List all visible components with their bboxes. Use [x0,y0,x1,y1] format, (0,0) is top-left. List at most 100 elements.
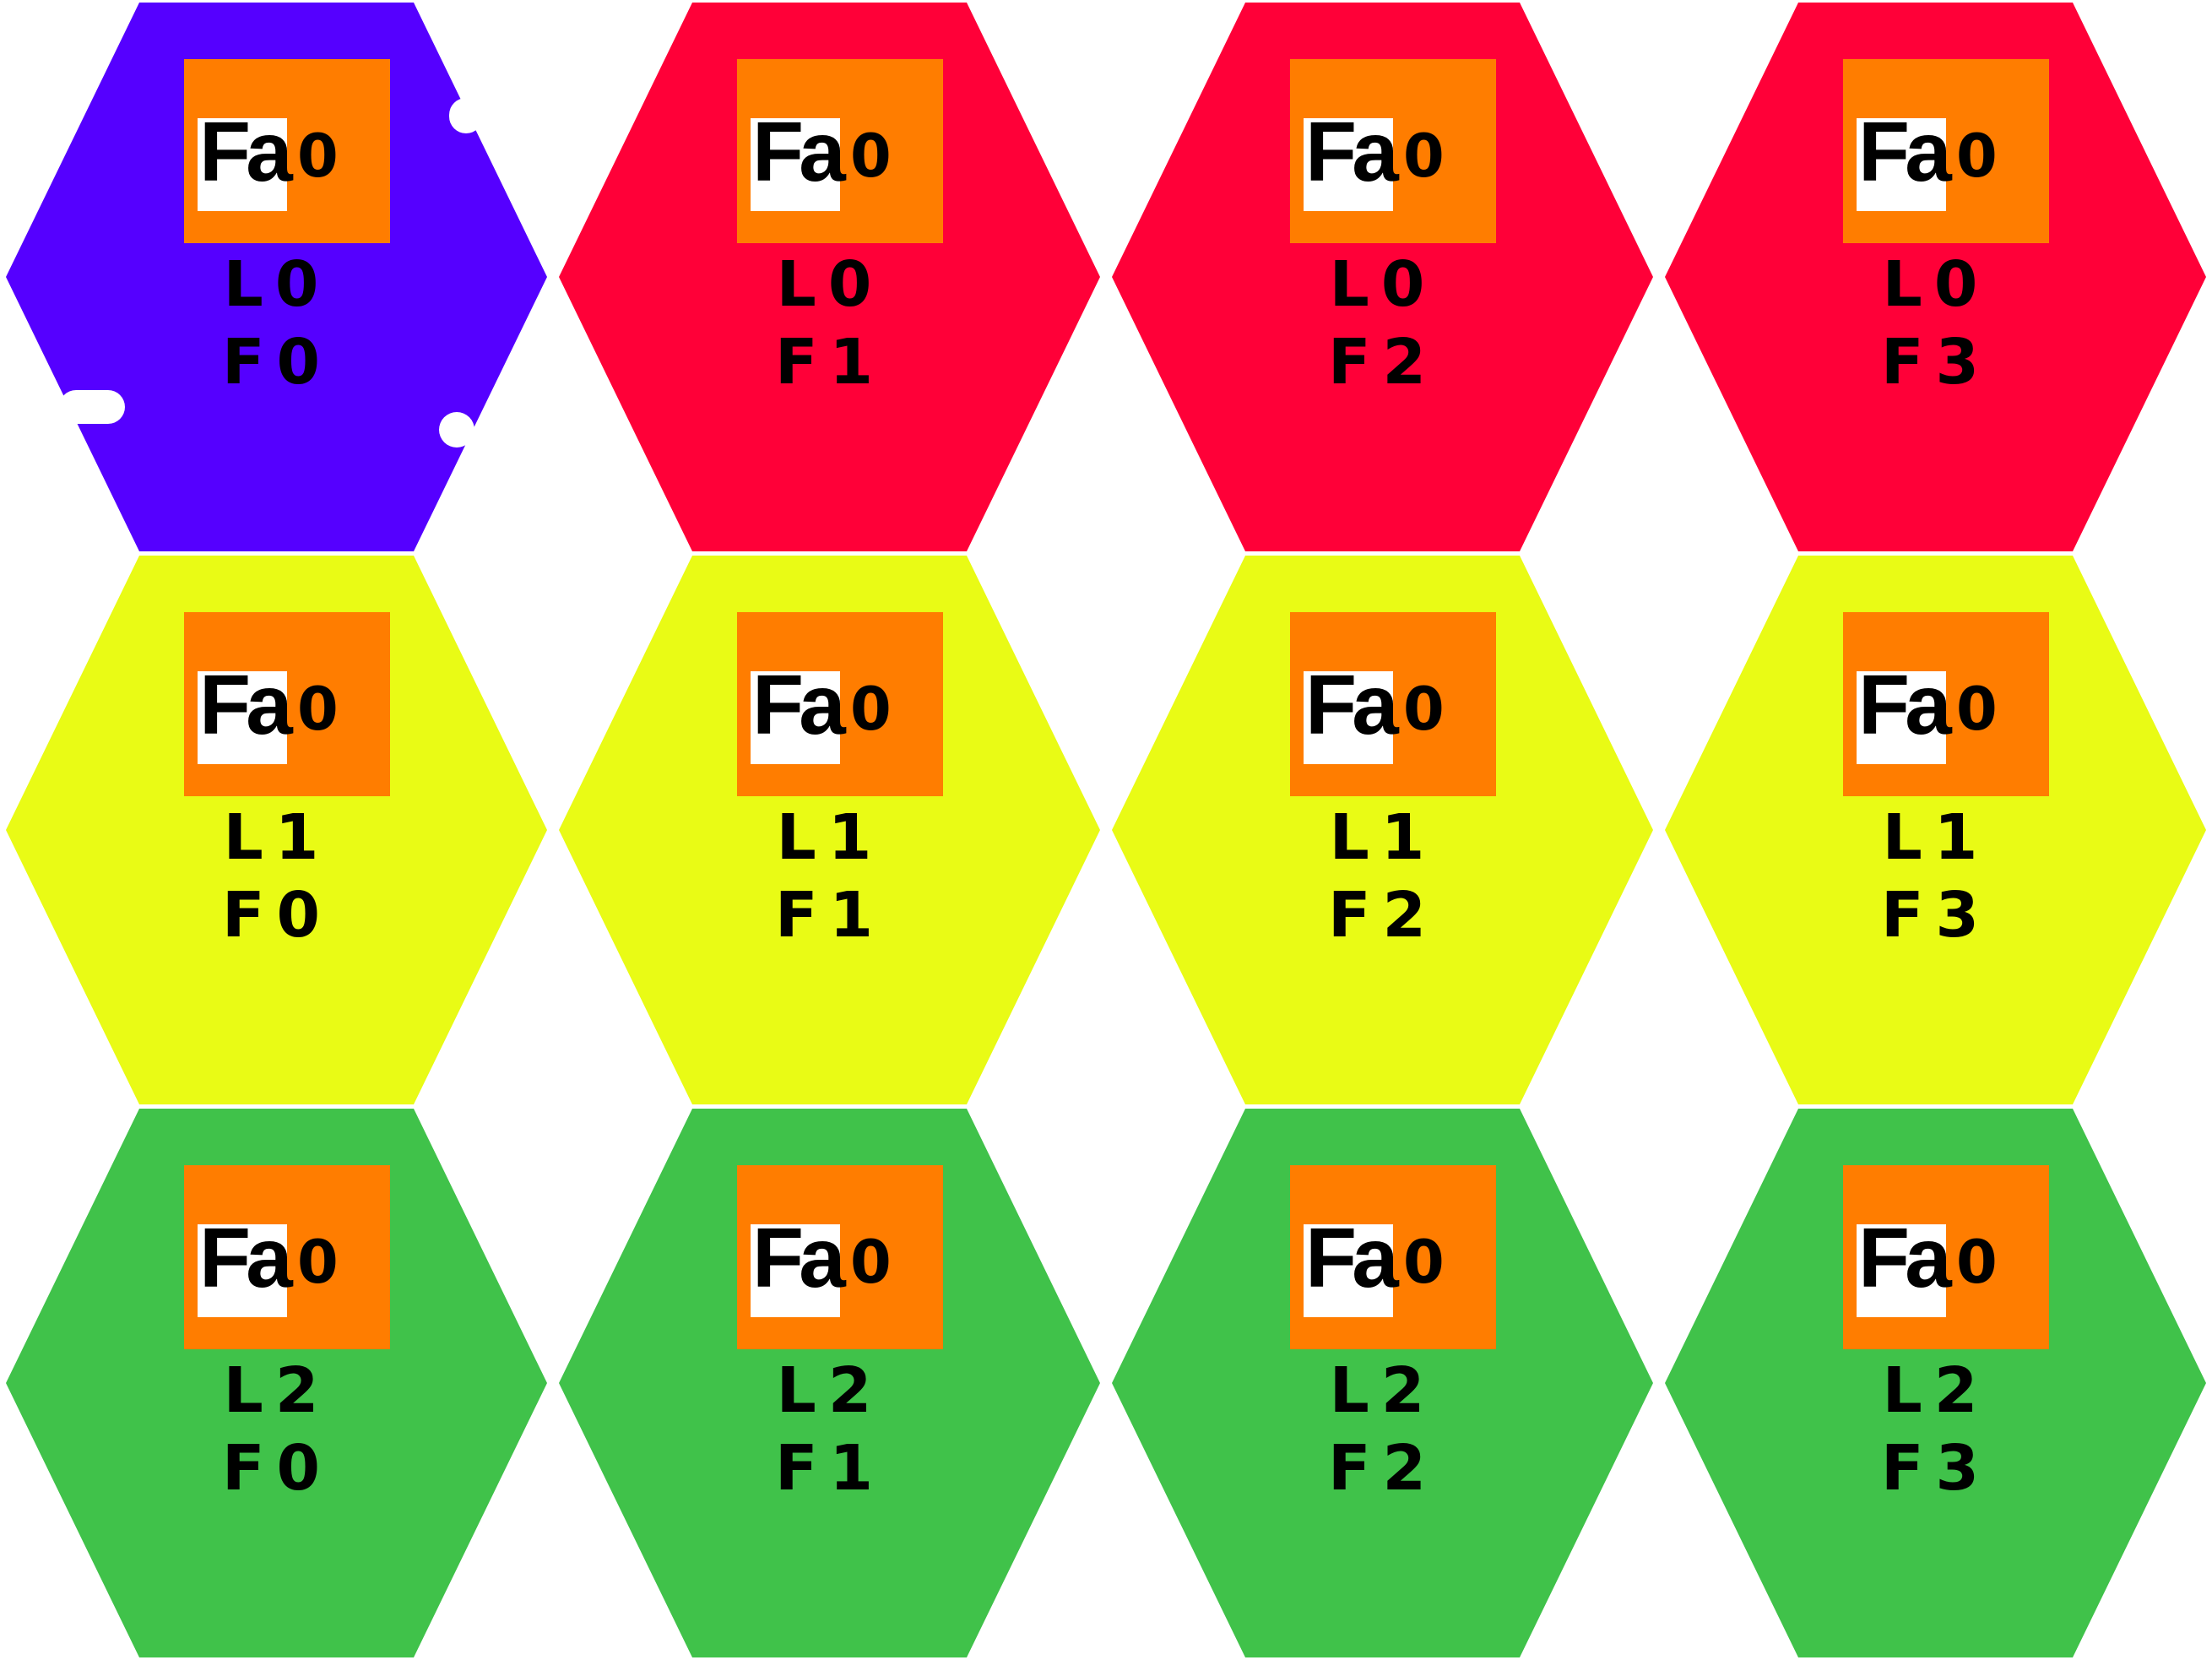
fa-badge-icon: Fa 0 [184,59,390,243]
floor-label: F3 [1880,879,1992,952]
badge-box [751,118,840,211]
selected-tile-notch [449,98,483,133]
hex-tile[interactable]: Fa 0 L2 F3 [1659,1106,2212,1660]
badge-number: 0 [1956,1228,1998,1297]
floor-label: F2 [1327,326,1439,399]
badge-number: 0 [1403,122,1445,191]
fa-badge-icon: Fa 0 [1843,612,2049,796]
hex-tile[interactable]: Fa 0 L0 F0 [0,0,554,554]
badge-box [1304,118,1393,211]
badge-label: Fa [752,658,846,752]
badge-label: Fa [199,105,293,199]
badge-number: 0 [297,122,339,191]
fa-badge-icon: Fa 0 [1290,612,1496,796]
badge-box [1304,671,1393,764]
level-label: L2 [1329,1354,1437,1427]
floor-label: F1 [774,879,886,952]
level-label: L1 [223,801,331,874]
level-label: L0 [776,248,884,321]
selected-tile-notch [439,412,474,448]
badge-label: Fa [1305,105,1399,199]
floor-label: F3 [1880,1432,1992,1505]
badge-box [751,671,840,764]
badge-box [751,1224,840,1317]
badge-label: Fa [199,1211,293,1305]
hex-shape [6,556,547,1104]
hex-tile[interactable]: Fa 0 L0 F3 [1659,0,2212,554]
hex-tile[interactable]: Fa 0 L0 F2 [1106,0,1660,554]
hex-shape [1665,3,2206,551]
floor-label: F2 [1327,879,1439,952]
badge-box [198,118,287,211]
fa-badge-icon: Fa 0 [1290,59,1496,243]
badge-label: Fa [1858,1211,1952,1305]
badge-number: 0 [1956,675,1998,744]
level-label: L1 [776,801,884,874]
hex-tile[interactable]: Fa 0 L2 F1 [553,1106,1107,1660]
floor-label: F0 [221,326,333,399]
badge-label: Fa [199,658,293,752]
badge-number: 0 [297,1228,339,1297]
hex-tile[interactable]: Fa 0 L0 F1 [553,0,1107,554]
floor-label: F3 [1880,326,1992,399]
hex-tile[interactable]: Fa 0 L2 F2 [1106,1106,1660,1660]
floor-label: F1 [774,326,886,399]
selected-tile-notch [59,390,125,424]
badge-label: Fa [1858,105,1952,199]
badge-box [1857,118,1946,211]
hex-tile[interactable]: Fa 0 L1 F1 [553,553,1107,1107]
floor-label: F0 [221,879,333,952]
hex-tile[interactable]: Fa 0 L1 F0 [0,553,554,1107]
hex-shape [559,1109,1100,1657]
badge-number: 0 [1956,122,1998,191]
hex-shape [1665,1109,2206,1657]
fa-badge-icon: Fa 0 [184,612,390,796]
hex-shape [6,3,547,551]
badge-label: Fa [1305,1211,1399,1305]
badge-number: 0 [297,675,339,744]
level-label: L2 [223,1354,331,1427]
level-label: L0 [1882,248,1990,321]
badge-box [198,1224,287,1317]
badge-number: 0 [1403,675,1445,744]
floor-label: F1 [774,1432,886,1505]
badge-number: 0 [850,1228,892,1297]
badge-label: Fa [752,1211,846,1305]
fa-badge-icon: Fa 0 [1843,1165,2049,1349]
badge-label: Fa [1858,658,1952,752]
hex-shape [6,1109,547,1657]
hex-tile[interactable]: Fa 0 L2 F0 [0,1106,554,1660]
hex-shape [1665,556,2206,1104]
badge-number: 0 [850,122,892,191]
level-label: L1 [1329,801,1437,874]
level-label: L2 [776,1354,884,1427]
fa-badge-icon: Fa 0 [737,1165,943,1349]
badge-number: 0 [850,675,892,744]
hex-tile[interactable]: Fa 0 L1 F2 [1106,553,1660,1107]
badge-box [1304,1224,1393,1317]
fa-badge-icon: Fa 0 [1843,59,2049,243]
badge-label: Fa [752,105,846,199]
fa-badge-icon: Fa 0 [737,59,943,243]
badge-label: Fa [1305,658,1399,752]
badge-number: 0 [1403,1228,1445,1297]
badge-box [1857,671,1946,764]
level-label: L0 [223,248,331,321]
level-label: L2 [1882,1354,1990,1427]
badge-box [198,671,287,764]
level-label: L0 [1329,248,1437,321]
hex-tile[interactable]: Fa 0 L1 F3 [1659,553,2212,1107]
fa-badge-icon: Fa 0 [184,1165,390,1349]
hex-shape [559,3,1100,551]
floor-label: F0 [221,1432,333,1505]
level-label: L1 [1882,801,1990,874]
hex-shape [559,556,1100,1104]
fa-badge-icon: Fa 0 [1290,1165,1496,1349]
hex-shape [1112,1109,1653,1657]
hex-shape [1112,556,1653,1104]
badge-box [1857,1224,1946,1317]
fa-badge-icon: Fa 0 [737,612,943,796]
hex-shape [1112,3,1653,551]
floor-label: F2 [1327,1432,1439,1505]
